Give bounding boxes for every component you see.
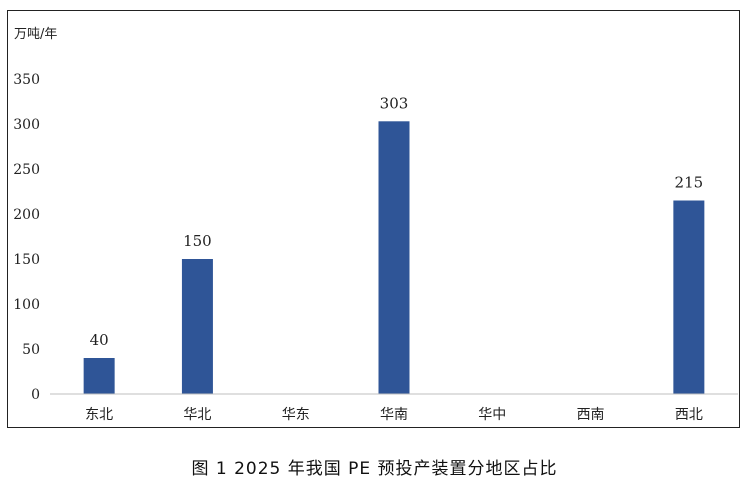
y-unit-label: 万吨/年	[14, 27, 57, 42]
x-category-label: 华北	[183, 407, 211, 423]
y-tick-label: 200	[13, 207, 40, 223]
y-tick-label: 100	[13, 297, 40, 313]
y-tick-label: 250	[13, 162, 40, 178]
bar-chart: 万吨/年 0 50 100 150 200 250 300 350 40 150 303 215 东…	[13, 27, 738, 423]
y-tick-label: 0	[31, 387, 40, 403]
figure-caption: 图 1 2025 年我国 PE 预投产装置分地区占比	[191, 459, 558, 479]
y-tick-label: 50	[22, 342, 40, 358]
data-label: 303	[380, 94, 409, 112]
x-category-label: 东北	[85, 407, 113, 423]
data-label: 150	[183, 232, 212, 250]
x-category-label: 西南	[577, 407, 605, 423]
data-label: 40	[90, 331, 109, 349]
x-category-label: 华南	[380, 407, 408, 423]
y-tick-label: 150	[13, 252, 40, 268]
x-category-label: 西北	[675, 407, 703, 423]
data-label: 215	[675, 174, 704, 192]
x-category-label: 华中	[478, 407, 506, 423]
bar-2	[181, 259, 213, 394]
chart-frame: 万吨/年 0 50 100 150 200 250 300 350 40 150 303 215 东…	[7, 10, 740, 428]
bar-7	[673, 200, 705, 394]
bar-4	[378, 121, 410, 395]
y-tick-label: 300	[13, 117, 40, 133]
y-tick-label: 350	[13, 72, 40, 88]
x-category-label: 华东	[282, 407, 310, 423]
bar-1	[83, 358, 115, 394]
